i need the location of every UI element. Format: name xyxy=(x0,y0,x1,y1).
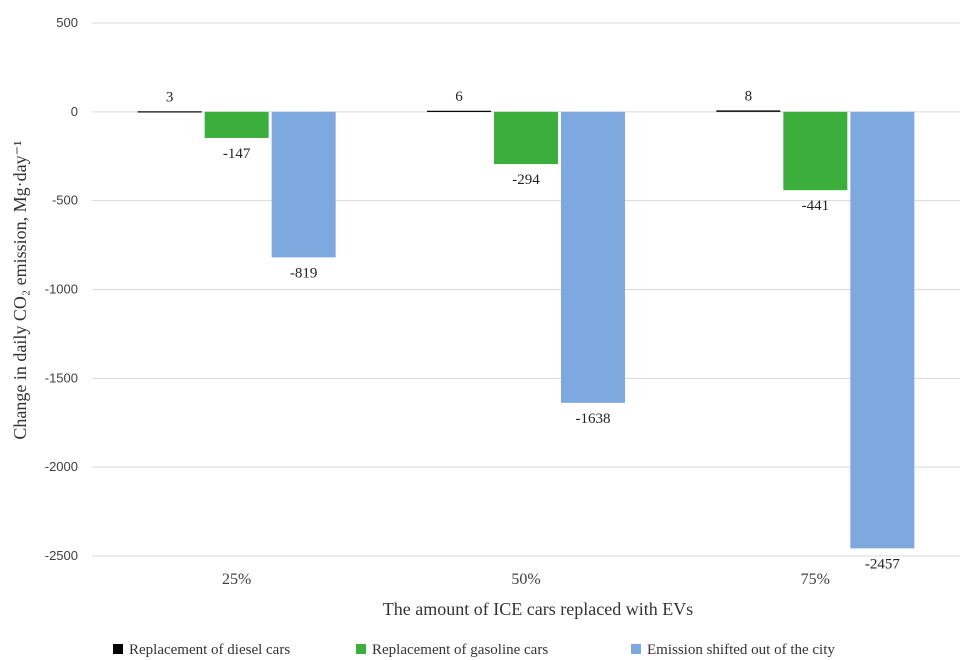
legend-swatch xyxy=(631,644,641,654)
data-label: -441 xyxy=(802,198,830,214)
data-label: -819 xyxy=(290,265,318,281)
y-axis-title: Change in daily CO₂ emission, Mg·day⁻¹ xyxy=(10,140,30,439)
data-label: -147 xyxy=(223,146,251,162)
y-tick-label: -500 xyxy=(52,193,78,208)
bars xyxy=(137,110,915,549)
data-label: 6 xyxy=(455,89,463,105)
y-axis-ticks: 500 0 -500 -1000 -1500 -2000 -2500 xyxy=(45,15,78,563)
gridlines xyxy=(92,22,960,557)
legend: Replacement of diesel cars Replacement of… xyxy=(113,642,835,658)
legend-swatch xyxy=(113,644,123,654)
data-label: -1638 xyxy=(576,411,611,427)
bar xyxy=(427,110,491,112)
bar xyxy=(561,111,625,403)
y-tick-label: -2000 xyxy=(45,459,78,474)
y-tick-label: 500 xyxy=(56,15,78,30)
legend-label: Replacement of diesel cars xyxy=(129,642,290,658)
bar xyxy=(716,110,781,112)
x-tick-label: 50% xyxy=(511,571,540,588)
data-label: 8 xyxy=(745,88,753,104)
y-tick-label: -1000 xyxy=(45,282,78,297)
bar xyxy=(204,111,269,138)
data-label: -294 xyxy=(512,172,540,188)
bar xyxy=(850,111,915,549)
legend-label: Replacement of gasoline cars xyxy=(372,642,548,658)
data-labels: 3 -147 -819 6 -294 -1638 8 -441 -2457 xyxy=(166,88,900,572)
bar xyxy=(137,111,202,113)
y-tick-label: 0 xyxy=(71,104,78,119)
data-label: -2457 xyxy=(865,556,900,572)
bar xyxy=(783,111,848,191)
x-tick-label: 25% xyxy=(222,571,251,588)
x-axis-categories: 25% 50% 75% xyxy=(222,571,830,588)
y-tick-label: -1500 xyxy=(45,370,78,385)
legend-label: Emission shifted out of the city xyxy=(647,642,835,658)
bar xyxy=(494,111,558,165)
y-tick-label: -2500 xyxy=(45,548,78,563)
x-tick-label: 75% xyxy=(801,571,830,588)
data-label: 3 xyxy=(166,89,174,105)
x-axis-title: The amount of ICE cars replaced with EVs xyxy=(383,599,693,619)
bar xyxy=(271,111,336,258)
legend-swatch xyxy=(356,644,366,654)
